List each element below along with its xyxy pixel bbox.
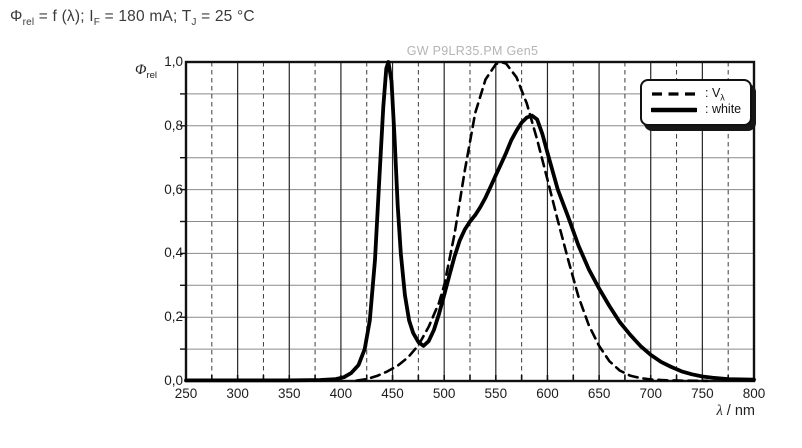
x-tick-label: 450 [381, 386, 404, 401]
watermark-text: GW P9LR35.PM Gen5 [406, 44, 539, 58]
y-tick-label: 0,4 [164, 245, 183, 261]
legend-label-white: : white [705, 101, 742, 116]
x-axis-unit: / nm [722, 403, 755, 419]
x-tick-label: 250 [174, 386, 198, 401]
x-tick-label: 350 [278, 386, 301, 401]
y-axis-subscript: rel [146, 70, 157, 81]
y-tick-label: 1,0 [164, 54, 183, 69]
legend-item-white: : white [651, 102, 741, 118]
x-tick-label: 700 [639, 386, 662, 401]
title-text: = f (λ); I [34, 8, 94, 25]
x-tick-label: 600 [536, 386, 559, 401]
title-subscript: J [191, 17, 197, 29]
x-tick-label: 550 [484, 386, 508, 401]
chart-title: Φrel = f (λ); IF = 180 mA; TJ = 25 °C [10, 8, 255, 28]
legend-label-v-lambda: : Vλ [705, 85, 725, 103]
x-tick-label: 650 [587, 386, 611, 401]
title-subscript: rel [22, 17, 35, 29]
x-tick-label: 500 [432, 386, 456, 401]
white-curve [184, 60, 756, 383]
lambda-symbol: λ [716, 403, 723, 419]
title-subscript: F [93, 17, 101, 29]
y-tick-label: 0,2 [164, 309, 183, 325]
plot-area [180, 60, 756, 383]
solid-line-sample-icon [651, 107, 697, 113]
dashed-line-sample-icon [652, 92, 696, 96]
y-tick-label: 0,8 [164, 117, 183, 133]
V_lambda-curve [355, 60, 709, 383]
x-axis-title: λ / nm [654, 403, 755, 420]
legend-box: : Vλ : white [640, 79, 753, 126]
title-text: = 180 mA; T [100, 8, 192, 25]
plot-frame [184, 60, 756, 383]
y-axis-title: Φrel [105, 61, 157, 81]
phi-symbol: Φ [135, 62, 147, 78]
x-tick-label: 400 [329, 386, 353, 401]
y-tick-label: 0,0 [164, 373, 183, 388]
x-tick-label: 800 [742, 386, 766, 401]
legend-item-v-lambda: : Vλ [651, 86, 741, 102]
x-tick-label: 300 [226, 386, 249, 401]
title-text: Φ [10, 8, 23, 25]
x-tick-label: 750 [691, 386, 714, 401]
title-text: = 25 °C [196, 8, 255, 25]
y-tick-label: 0,6 [164, 181, 183, 197]
